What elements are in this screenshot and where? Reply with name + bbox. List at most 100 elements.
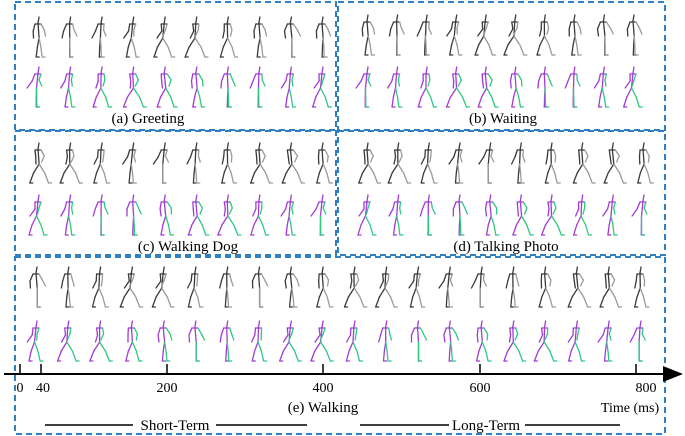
tick-label-800: 800 xyxy=(636,381,657,396)
pose-figure xyxy=(280,66,297,108)
pose-figure xyxy=(32,16,47,58)
pose-figure xyxy=(475,320,492,362)
pose-figure xyxy=(284,266,300,308)
pose-sequences xyxy=(26,14,655,362)
pose-figure xyxy=(125,320,143,362)
pose-figure xyxy=(315,16,332,58)
pose-figure xyxy=(316,142,334,184)
pose-row-waiting-pred xyxy=(355,66,643,108)
long-term-label: Long-Term xyxy=(452,418,520,434)
pose-figure xyxy=(343,266,368,308)
pose-figure xyxy=(484,194,500,236)
caption-walking: (e) Walking xyxy=(288,400,359,416)
pose-figure xyxy=(419,194,436,236)
pose-figure xyxy=(510,142,526,184)
pose-figure xyxy=(599,266,623,308)
panel-frame-d xyxy=(337,130,666,256)
pose-figure xyxy=(416,14,433,56)
pose-figure xyxy=(443,320,459,362)
pose-figure xyxy=(358,142,382,184)
pose-figure xyxy=(596,14,614,56)
pose-figure xyxy=(533,320,558,362)
pose-figure xyxy=(417,66,438,108)
pose-figure xyxy=(631,194,648,236)
pose-figure xyxy=(603,142,628,184)
time-unit-label: Time (ms) xyxy=(601,401,660,416)
pose-row-greeting-gt xyxy=(32,16,332,58)
pose-figure xyxy=(637,142,655,184)
pose-figure xyxy=(477,66,499,108)
pose-figure xyxy=(184,16,209,58)
pose-figure xyxy=(408,266,426,308)
pose-figure xyxy=(151,266,175,308)
pose-figure xyxy=(567,320,586,362)
pose-figure xyxy=(123,16,140,58)
caption-waiting: (b) Waiting xyxy=(469,111,538,127)
pose-figure xyxy=(573,194,593,236)
pose-figure xyxy=(93,142,111,184)
pose-figure xyxy=(188,320,206,362)
pose-figure xyxy=(279,320,302,362)
pose-figure xyxy=(597,320,613,362)
pose-figure xyxy=(186,266,204,308)
tick-label-600: 600 xyxy=(470,381,491,396)
pose-figure xyxy=(186,142,201,184)
pose-figure xyxy=(420,142,438,184)
pose-figure xyxy=(410,320,428,362)
pose-figure xyxy=(91,266,110,308)
pose-figure xyxy=(91,16,107,58)
pose-figure xyxy=(626,14,643,56)
pose-figure xyxy=(470,266,488,308)
pose-figure xyxy=(250,194,270,236)
pose-figure xyxy=(156,66,178,108)
pose-figure xyxy=(478,142,495,184)
pose-figure xyxy=(220,66,236,108)
pose-figure xyxy=(152,142,170,184)
pose-row-talking-photo-gt xyxy=(358,142,655,184)
pose-figure xyxy=(119,266,144,308)
pose-figure xyxy=(634,266,650,308)
pose-figure xyxy=(60,266,75,308)
pose-row-walking-dog-gt xyxy=(29,142,334,184)
pose-figure xyxy=(512,194,534,236)
pose-figure xyxy=(126,194,142,236)
pose-figure xyxy=(602,194,618,236)
short-term-label: Short-Term xyxy=(141,418,210,434)
pose-figure xyxy=(92,194,109,236)
pose-figure xyxy=(28,194,48,236)
pose-figure xyxy=(445,66,471,108)
pose-figure xyxy=(190,66,206,108)
pose-figure xyxy=(312,66,332,108)
panel-frame-e xyxy=(14,256,666,435)
pose-figure xyxy=(253,16,268,58)
pose-figure xyxy=(29,142,53,184)
pose-figure xyxy=(361,14,376,56)
pose-figure xyxy=(59,142,84,184)
pose-figure xyxy=(538,266,557,308)
pose-figure xyxy=(219,320,235,362)
pose-row-walking-pred xyxy=(26,320,646,362)
pose-figure xyxy=(509,66,525,108)
pose-figure xyxy=(157,320,173,362)
pose-figure xyxy=(159,194,175,236)
pose-figure xyxy=(60,66,76,108)
pose-figure xyxy=(355,66,372,108)
panel-frame-a xyxy=(14,1,337,131)
pose-row-waiting-gt xyxy=(361,14,643,56)
pose-figure xyxy=(387,66,403,108)
pose-figure xyxy=(345,320,364,362)
pose-figure xyxy=(153,16,176,58)
pose-figure xyxy=(310,194,327,236)
pose-figure xyxy=(26,66,43,108)
pose-figure xyxy=(251,320,268,362)
pose-row-talking-photo-pred xyxy=(357,194,648,236)
pose-figure xyxy=(217,194,242,236)
pose-figure xyxy=(92,66,113,108)
pose-figure xyxy=(536,14,556,56)
tick-label-400: 400 xyxy=(313,381,334,396)
pose-figure xyxy=(250,142,274,184)
caption-greeting: (a) Greeting xyxy=(112,111,185,127)
pose-figure xyxy=(357,194,377,236)
pose-figure xyxy=(388,194,404,236)
